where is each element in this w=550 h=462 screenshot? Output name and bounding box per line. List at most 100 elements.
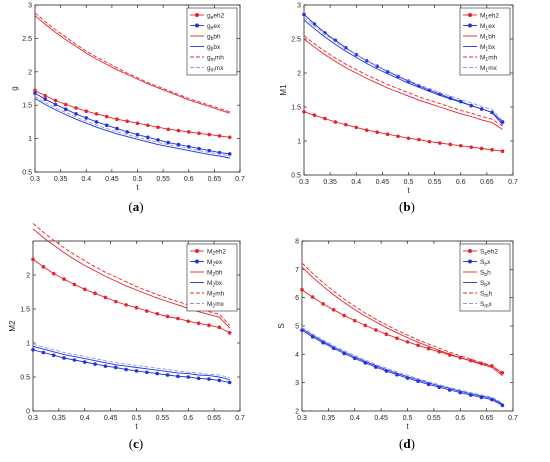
y-tick-label: 3 [295, 380, 299, 387]
legend-label-suffix: ex [215, 259, 223, 266]
legend-box [186, 7, 238, 76]
series-line [301, 262, 503, 375]
data-point [416, 343, 420, 348]
x-tick-label: 0.5 [132, 415, 142, 422]
x-tick-label: 0.4 [80, 415, 90, 422]
legend-label-base: S [480, 280, 485, 287]
data-point [363, 323, 368, 328]
series-line [34, 98, 230, 159]
data-point [302, 12, 306, 17]
data-point [43, 94, 48, 98]
data-point [114, 299, 118, 304]
legend-label-sub: 2 [212, 262, 215, 268]
legend-label: M2mh [207, 291, 225, 300]
legend-label: Sex [480, 259, 491, 268]
legend-label: M1mh [480, 55, 498, 64]
data-point [384, 332, 389, 337]
series-line [303, 38, 503, 130]
legend-label-sub: 2 [212, 251, 215, 257]
series-line [303, 19, 503, 125]
legend-label-suffix: bh [488, 34, 496, 41]
data-point [41, 350, 46, 355]
legend-label-suffix: mh [488, 55, 497, 62]
data-point [364, 128, 369, 132]
series-line [34, 96, 230, 157]
legend-label-suffix: mx [488, 65, 497, 72]
data-point [176, 128, 181, 133]
legend-label: M1bx [480, 44, 496, 53]
y-tick-label: 3 [28, 3, 32, 10]
data-point [145, 135, 150, 140]
data-point [82, 287, 87, 292]
legend-label-sub: 1 [485, 15, 488, 21]
legend-label-base: g [207, 65, 211, 72]
y-tick-label: 0.5 [20, 375, 30, 382]
legend-label-base: M [480, 65, 485, 72]
data-point [82, 360, 87, 364]
data-point [84, 109, 89, 114]
legend-label-suffix: eh2 [215, 249, 226, 256]
x-axis-label: t [406, 422, 409, 431]
x-tick-label: 0.45 [104, 415, 118, 422]
legend-label: Smh [480, 291, 493, 300]
data-point [395, 336, 399, 340]
series-line [34, 12, 230, 113]
legend-label-base: S [480, 249, 485, 256]
legend-label-suffix: eh2 [213, 13, 224, 20]
legend-marker [468, 249, 472, 253]
legend-label-suffix: x [487, 280, 491, 287]
data-point [115, 126, 119, 131]
data-point [41, 265, 46, 269]
y-tick-label: 2.5 [22, 36, 32, 43]
legend-label-base: M [480, 55, 485, 62]
legend-label-sub: e [211, 15, 214, 21]
legend-label: M1bh [480, 34, 496, 43]
legend-label-suffix: mx [215, 65, 224, 72]
legend-label-sub: 1 [485, 26, 488, 32]
legend-label-sub: b [211, 47, 214, 53]
legend-label-suffix: bx [215, 280, 223, 287]
legend-label-base: M [207, 249, 212, 256]
y-axis-label: S [277, 323, 286, 328]
legend-label-sub: 1 [485, 36, 488, 42]
legend-label-base: g [207, 13, 211, 20]
x-tick-label: 0.35 [52, 415, 66, 422]
legend-label-base: M [207, 280, 212, 287]
legend-label-base: g [207, 23, 211, 30]
x-tick-label: 0.65 [207, 415, 221, 422]
x-tick-label: 0.4 [81, 176, 91, 183]
data-point [176, 142, 181, 147]
data-point [135, 121, 140, 126]
data-point [448, 142, 453, 147]
legend-box [459, 7, 511, 76]
series-line [34, 15, 230, 114]
legend-label-suffix: x [489, 301, 493, 308]
data-point [104, 114, 109, 119]
legend-label-base: g [207, 34, 211, 41]
legend-label: Sbx [480, 280, 491, 289]
data-point [33, 91, 37, 95]
data-point [197, 146, 201, 151]
data-point [103, 364, 108, 368]
legend-label: geeh2 [207, 13, 225, 22]
series-line [301, 266, 503, 376]
legend-label-suffix: mh [215, 55, 224, 62]
data-point [354, 125, 359, 130]
data-point [217, 134, 222, 138]
series-line [301, 329, 503, 406]
legend-label-sub: b [484, 283, 487, 289]
x-tick-label: 0.7 [235, 176, 245, 183]
data-point [227, 135, 232, 140]
caption-a: (a) [128, 199, 144, 214]
legend-label-suffix: bx [213, 44, 221, 51]
data-point [207, 132, 212, 137]
y-tick-label: 2 [295, 409, 299, 416]
data-point [321, 302, 325, 306]
legend-label-suffix: bh [215, 270, 223, 277]
data-point [302, 109, 306, 114]
legend-box [459, 243, 511, 312]
legend-label-base: g [207, 55, 211, 62]
legend-label: M2bx [207, 280, 223, 289]
y-tick-label: 1 [28, 136, 32, 143]
legend-marker [195, 13, 199, 17]
